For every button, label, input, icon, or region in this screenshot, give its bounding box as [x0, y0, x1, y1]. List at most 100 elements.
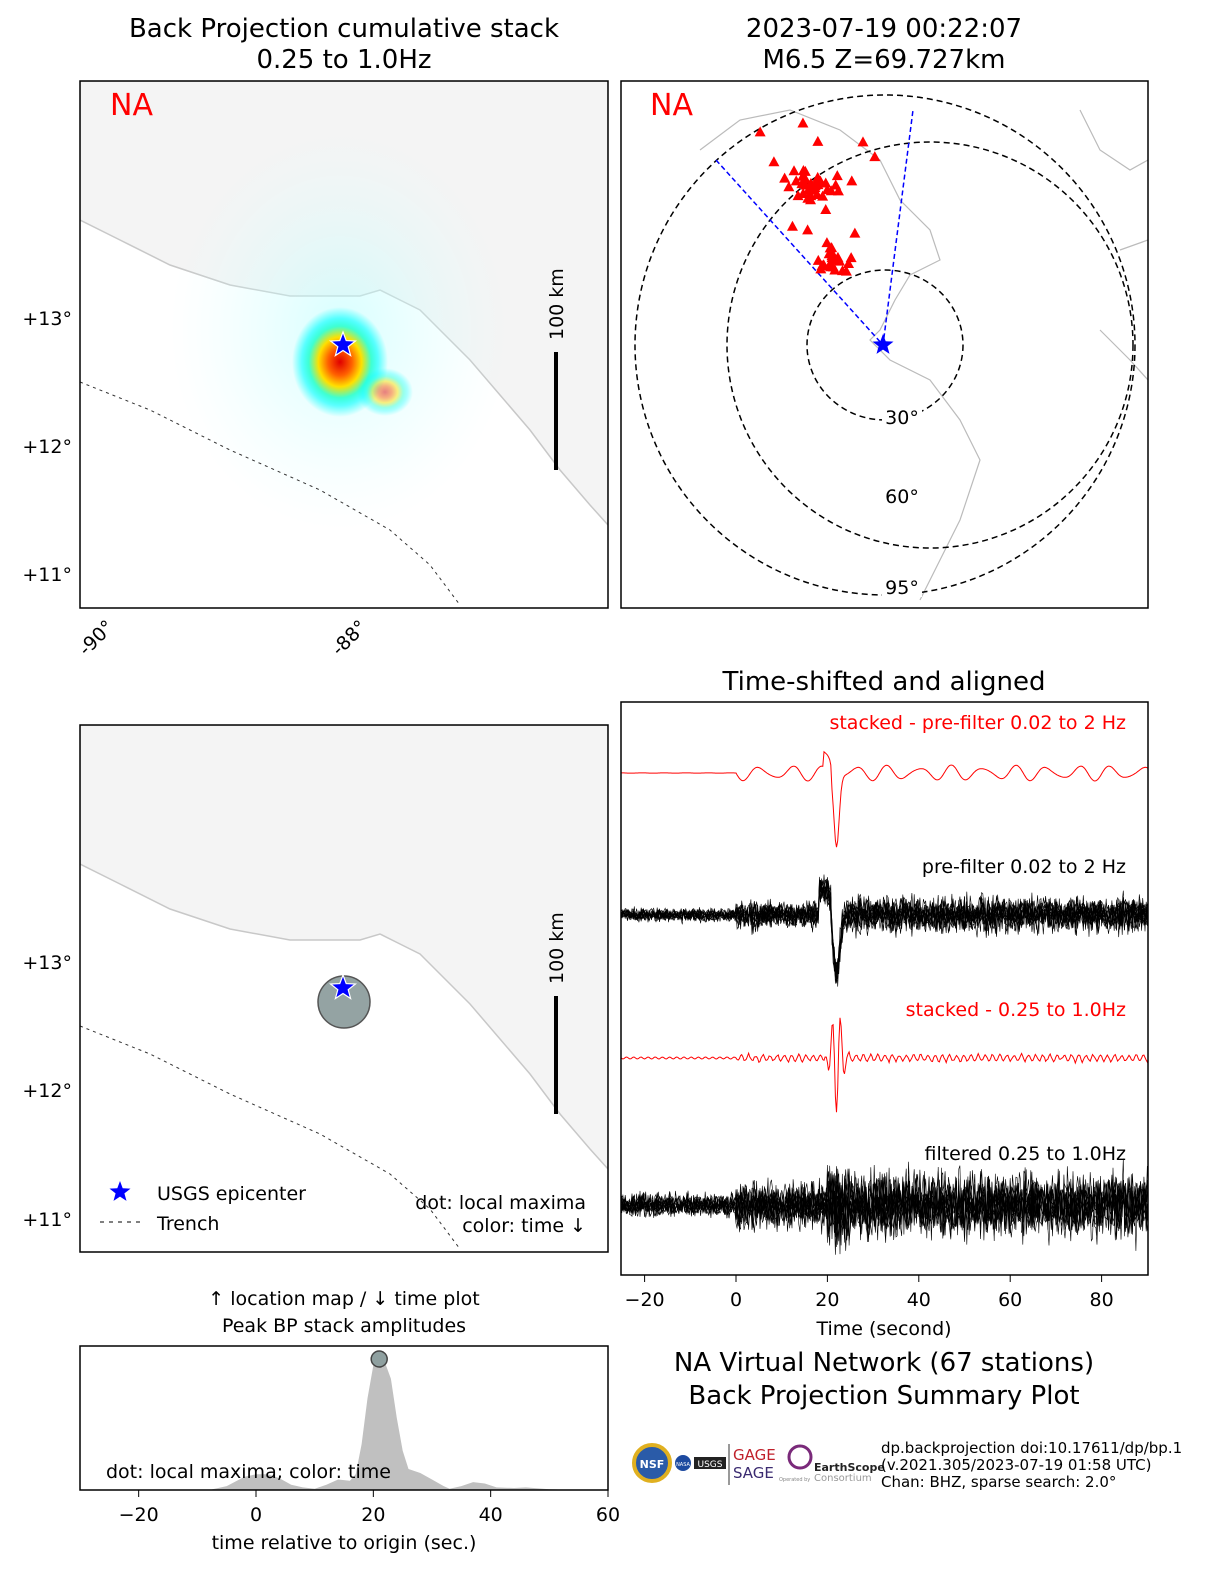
x-tick-label: 20 — [815, 1289, 839, 1311]
epicenter-star-icon — [872, 334, 894, 354]
station-marker — [786, 220, 798, 231]
chart-annotation: dot: local maxima; color: time — [106, 1461, 391, 1483]
station-marker — [820, 177, 832, 188]
distance-label: 30° — [885, 407, 919, 429]
lat-tick: +13° — [22, 308, 72, 330]
station-marker — [779, 172, 791, 183]
earthscope-logo — [787, 1444, 813, 1470]
station-marker — [812, 179, 824, 190]
label-bg — [882, 575, 922, 597]
operated-by-text: Operated by — [779, 1477, 810, 1483]
station-marker — [823, 260, 835, 271]
station-marker — [831, 170, 843, 181]
station-marker — [849, 227, 861, 238]
station-marker — [823, 248, 835, 259]
station-marker — [846, 175, 858, 186]
station-marker — [832, 185, 844, 196]
station-marker — [788, 165, 800, 176]
waveform — [621, 878, 1148, 987]
station-marker — [754, 126, 766, 137]
lat-tick: +12° — [22, 1080, 72, 1102]
x-tick-label: 60 — [998, 1289, 1022, 1311]
event-time: 2023-07-19 00:22:07 — [746, 14, 1022, 44]
chart-xlabel: time relative to origin (sec.) — [212, 1532, 477, 1554]
x-tick-label: 80 — [1090, 1289, 1114, 1311]
bp-stack-panel: Back Projection cumulative stack 0.25 to… — [22, 14, 609, 660]
station-marker — [802, 224, 814, 235]
x-tick-label: 20 — [361, 1504, 385, 1526]
station-marker — [840, 265, 852, 276]
africa-coastline — [1099, 329, 1148, 381]
distance-ring-60 — [726, 141, 1134, 549]
lon-tick: -88° — [327, 616, 371, 660]
trace-label: stacked - pre-filter 0.02 to 2 Hz — [829, 712, 1126, 734]
station-marker — [799, 173, 811, 184]
station-marker — [792, 190, 804, 201]
info-line1: dp.backprojection doi:10.17611/dp/bp.1 — [881, 1439, 1182, 1457]
station-marker — [834, 255, 846, 266]
info-line3: Chan: BHZ, sparse search: 2.0° — [881, 1473, 1116, 1491]
distance-label: 95° — [885, 577, 919, 599]
station-marker — [857, 136, 869, 147]
label-bg — [882, 405, 922, 427]
north-america-coastline — [699, 109, 981, 601]
trace-label: stacked - 0.25 to 1.0Hz — [906, 999, 1126, 1021]
waveform — [621, 750, 1148, 848]
local-maxima-dot — [370, 1350, 388, 1368]
station-marker — [820, 203, 832, 214]
network-frame — [620, 80, 1149, 609]
x-tick-label: −20 — [119, 1504, 159, 1526]
x-tick-label: 40 — [479, 1504, 503, 1526]
network-map-panel: 2023-07-19 00:22:07 M6.5 Z=69.727km 30° … — [620, 14, 1149, 609]
sage-logo: SAGE — [733, 1464, 774, 1482]
nsf-logo — [632, 1443, 672, 1483]
station-marker — [805, 190, 817, 201]
epicenter-star-icon — [328, 330, 358, 357]
land-shape — [80, 725, 608, 1171]
x-tick-label: 40 — [907, 1289, 931, 1311]
chart-frame — [79, 1345, 609, 1491]
epicenter-star-icon — [328, 973, 358, 1000]
chart-title: ↑ location map / ↓ time plot — [208, 1288, 479, 1310]
distance-ring-30 — [806, 269, 964, 421]
station-marker — [869, 151, 881, 162]
station-marker — [824, 242, 836, 253]
traces-xlabel: Time (second) — [815, 1318, 951, 1340]
station-marker — [811, 189, 823, 200]
usgs-logo — [694, 1457, 726, 1469]
location-frame — [79, 724, 609, 1253]
consortium-text: Consortium — [814, 1473, 872, 1484]
nasa-logo-text: NASA — [676, 1462, 690, 1468]
waveform — [621, 1174, 1148, 1243]
station-marker — [797, 117, 809, 128]
lat-tick: +11° — [22, 564, 72, 586]
station-marker — [815, 263, 827, 274]
note-line2: color: time ↓ — [462, 1215, 586, 1237]
station-marker — [804, 183, 816, 194]
summary-line1: NA Virtual Network (67 stations) — [674, 1348, 1094, 1378]
scale-label: 100 km — [546, 912, 568, 984]
earthscope-logo-text: EarthScope — [814, 1461, 885, 1474]
stations — [754, 117, 881, 276]
network-label: NA — [650, 88, 693, 123]
bp-title-line1: Back Projection cumulative stack — [129, 14, 559, 44]
x-tick-label: −20 — [625, 1289, 665, 1311]
bp-secondary-lobe — [357, 368, 413, 416]
waveform — [621, 1017, 1148, 1113]
bp-title-line2: 0.25 to 1.0Hz — [256, 45, 431, 75]
usgs-logo-text: USGS — [698, 1460, 723, 1470]
lat-tick: +13° — [22, 952, 72, 974]
station-marker — [830, 179, 842, 190]
station-marker — [790, 175, 802, 186]
summary-line2: Back Projection Summary Plot — [688, 1381, 1079, 1411]
station-marker — [812, 135, 824, 146]
station-marker — [843, 258, 855, 269]
waveform — [621, 1170, 1148, 1243]
station-marker — [768, 156, 780, 167]
peak-amplitude-chart: ↑ location map / ↓ time plot Peak BP sta… — [79, 1288, 620, 1554]
lon-tick: -90° — [74, 616, 118, 660]
traces-panel: Time-shifted and aligned stacked - pre-f… — [620, 667, 1149, 1340]
bp-network-label: NA — [110, 88, 153, 123]
station-marker — [783, 181, 795, 192]
